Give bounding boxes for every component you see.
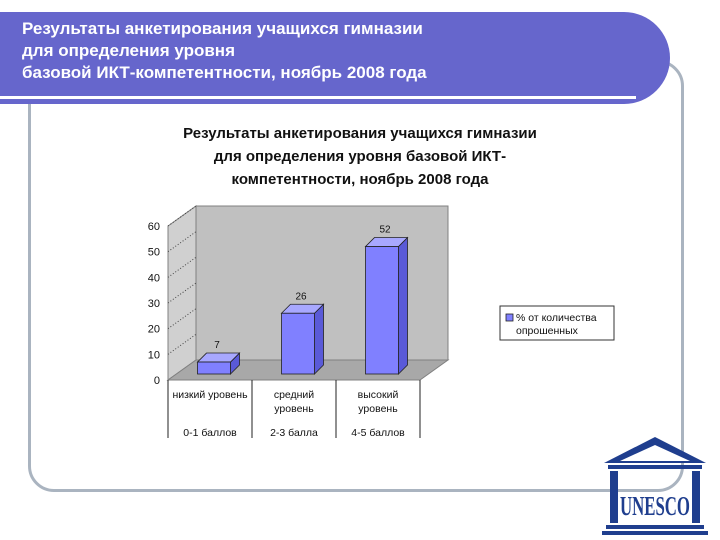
y-tick-label: 50: [148, 247, 160, 259]
chart-title-line-1: Результаты анкетирования учащихся гимназ…: [183, 125, 537, 142]
slide-title: Результаты анкетирования учащихся гимназ…: [22, 18, 622, 84]
data-label: 7: [214, 340, 220, 351]
unesco-logo-icon: UNESCO: [602, 437, 708, 535]
bar: [365, 246, 399, 375]
slide-title-line-1: Результаты анкетирования учащихся гимназ…: [22, 19, 423, 38]
slide-title-line-2: для определения уровня: [22, 41, 235, 60]
bar: [197, 361, 231, 375]
bar-side: [398, 236, 408, 375]
y-tick-label: 0: [154, 375, 160, 387]
y-tick-label: 20: [148, 324, 160, 336]
subcategory-label: 4-5 баллов: [351, 427, 405, 439]
category-label: уровень: [358, 403, 398, 415]
chart-title-line-3: компетентности, ноябрь 2008 года: [231, 171, 489, 188]
category-label: уровень: [274, 403, 314, 415]
unesco-logo-text: UNESCO: [620, 491, 690, 521]
subcategory-label: 0-1 баллов: [183, 427, 237, 439]
y-tick-label: 30: [148, 298, 160, 310]
chart-side-wall: [167, 205, 197, 381]
y-tick-label: 40: [148, 272, 160, 284]
category-label: высокий: [358, 389, 399, 401]
legend-swatch: [505, 313, 514, 322]
data-label: 52: [379, 225, 391, 236]
legend-label: % от количества: [516, 312, 597, 324]
category-label: средний: [274, 389, 314, 401]
category-label: низкий уровень: [172, 389, 248, 401]
y-tick-label: 10: [148, 349, 160, 361]
y-tick-label: 60: [148, 221, 160, 233]
slide-title-line-3: базовой ИКТ-компетентности, ноябрь 2008 …: [22, 63, 427, 82]
title-underline: [0, 96, 636, 99]
bar-side: [314, 303, 324, 375]
legend-label: опрошенных: [516, 325, 579, 337]
subcategory-label: 2-3 балла: [270, 427, 318, 439]
title-band: [0, 12, 670, 104]
legend-box: [499, 305, 615, 341]
chart-title-line-2: для определения уровня базовой ИКТ-: [213, 148, 507, 165]
data-label: 26: [295, 291, 307, 302]
chart-title: Результаты анкетирования учащихся гимназ…: [120, 122, 600, 191]
bar: [281, 312, 315, 375]
